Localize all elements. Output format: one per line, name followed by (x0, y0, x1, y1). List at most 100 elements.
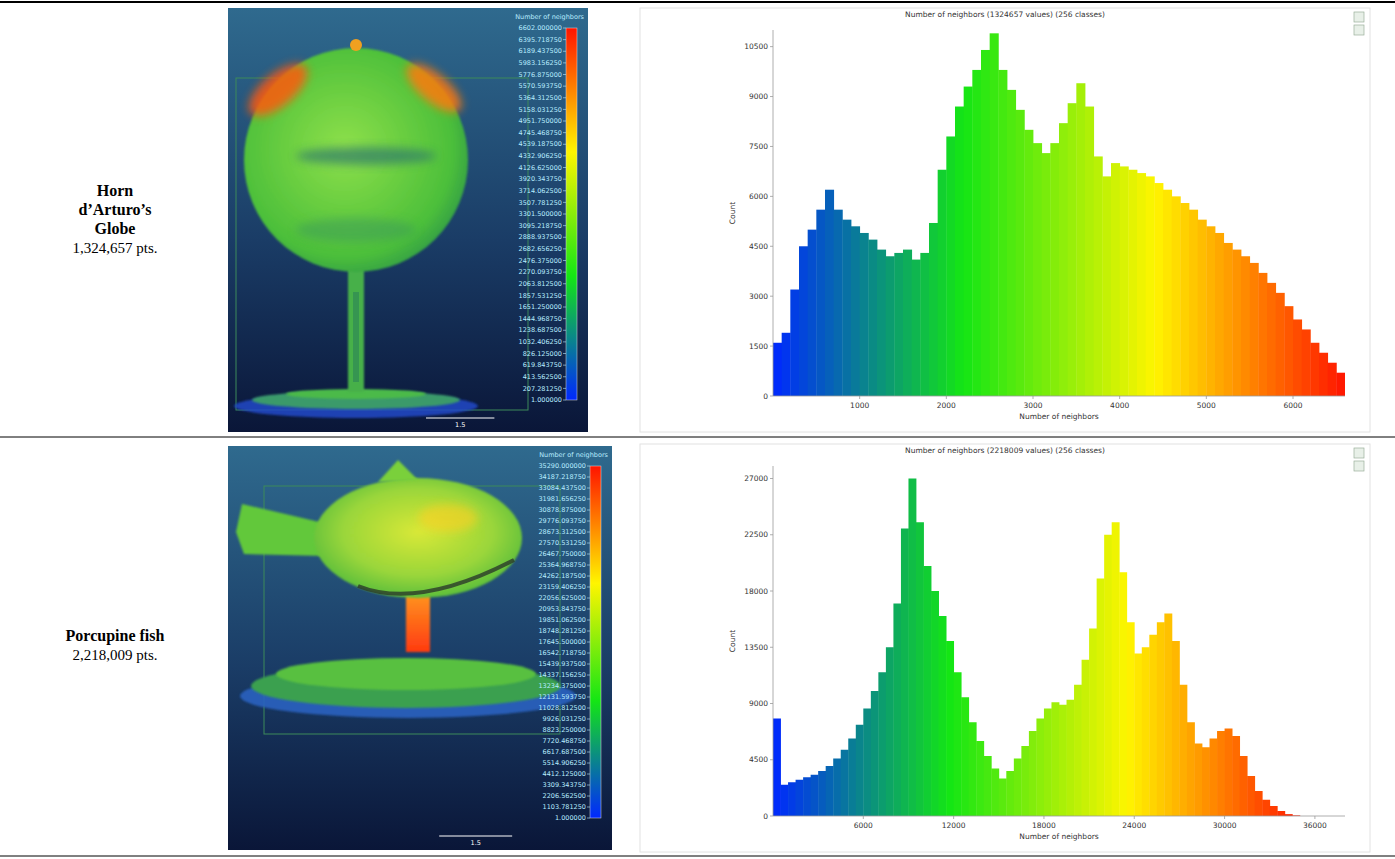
colorbar-tick-label: 26467.750000 (538, 550, 586, 558)
colorbar-tick (587, 631, 590, 632)
histogram-bar (868, 240, 877, 396)
colorbar-tick (587, 697, 590, 698)
y-tick (770, 534, 773, 535)
colorbar-tick (587, 554, 590, 555)
histogram-bar (782, 333, 791, 396)
histogram-bar (964, 87, 973, 396)
histogram-bar (856, 725, 864, 816)
histogram-bar (1240, 756, 1248, 816)
stem-shape (406, 590, 430, 652)
colorbar-tick (563, 51, 566, 52)
histogram-bar (1215, 233, 1224, 396)
histogram-bar (808, 230, 817, 396)
y-axis-title: Count (728, 630, 737, 652)
histogram-bar (1059, 705, 1067, 816)
y-tick (770, 703, 773, 704)
colorbar-tick-label: 1444.968750 (519, 315, 562, 323)
bars (773, 33, 1345, 396)
histogram-bar (841, 750, 849, 816)
x-tick (946, 396, 947, 399)
histogram-bar (863, 709, 871, 817)
histogram-bar (1276, 293, 1285, 396)
colorbar-tick-label: 6189.437500 (519, 47, 562, 55)
histogram-bar (908, 479, 916, 817)
colorbar-tick-label: 3301.500000 (519, 210, 562, 218)
x-tick (1293, 396, 1294, 399)
histogram-bar (929, 223, 938, 396)
colorbar-tick-label: 24262.187500 (538, 572, 586, 580)
colorbar-tick (587, 576, 590, 577)
histogram-bar (825, 190, 834, 396)
colorbar-tick-label: 6395.718750 (519, 36, 562, 44)
colorbar-tick (587, 543, 590, 544)
colorbar-tick (587, 510, 590, 511)
colorbar-tick (587, 488, 590, 489)
histogram-bar (788, 782, 796, 816)
y-axis (773, 466, 774, 816)
y-tick (770, 246, 773, 247)
point-cloud-panel: Number of neighbors1.0000001103.78125022… (228, 446, 612, 850)
histogram-window: Number of neighbors (1324657 values) (25… (640, 8, 1370, 432)
histogram-bar (1172, 196, 1181, 396)
histogram-bar (1102, 176, 1111, 396)
histogram-bar (894, 253, 903, 396)
colorbar-tick (563, 121, 566, 122)
histogram-bar (1247, 776, 1255, 816)
histogram-bar (790, 290, 799, 396)
text-line: d’Arturo’s (79, 201, 152, 218)
colorbar-tick-label: 3714.062500 (519, 187, 562, 195)
histogram-bar (877, 250, 886, 396)
histogram-bar (1232, 736, 1240, 816)
colorbar-title: Number of neighbors (515, 13, 584, 21)
colorbar-tick-label: 1.000000 (531, 396, 562, 404)
colorbar-tick (563, 97, 566, 98)
x-tick-label: 4000 (1110, 401, 1129, 410)
colorbar-tick-label: 29776.093750 (538, 517, 586, 525)
colorbar-tick-label: 3309.343750 (543, 781, 586, 789)
colorbar-tick (587, 477, 590, 478)
y-tick (770, 396, 773, 397)
colorbar-tick (563, 295, 566, 296)
histogram-bar (954, 672, 962, 816)
histogram-bar (1194, 744, 1202, 817)
colorbar-tick (563, 179, 566, 180)
x-tick-label: 30000 (1213, 821, 1237, 830)
colorbar-tick (563, 388, 566, 389)
y-tick (770, 146, 773, 147)
colorbar-tick-label: 2682.656250 (519, 245, 562, 253)
histogram-bar (773, 343, 782, 396)
y-tick (770, 591, 773, 592)
colorbar-tick-label: 25364.968750 (538, 561, 586, 569)
colorbar-tick (563, 202, 566, 203)
colorbar-tick-label: 2476.375000 (519, 257, 562, 265)
body-shape (314, 478, 522, 598)
x-tick (1206, 396, 1207, 399)
colorbar-tick (563, 144, 566, 145)
x-axis-title: Number of neighbors (1019, 832, 1099, 841)
dense-patch (399, 55, 469, 120)
colorbar-tick (563, 190, 566, 191)
y-tick (770, 196, 773, 197)
y-tick-label: 1500 (749, 342, 768, 351)
colorbar-tick (563, 318, 566, 319)
histogram-bar (1127, 622, 1135, 816)
colorbar-tick-label: 5364.312500 (519, 94, 562, 102)
x-tick (1224, 816, 1225, 819)
y-tick-label: 9000 (749, 699, 768, 708)
x-tick-label: 2000 (937, 401, 956, 410)
histogram-bar (842, 220, 851, 396)
histogram-bar (886, 647, 894, 816)
colorbar-tick (563, 155, 566, 156)
colorbar-tick (587, 499, 590, 500)
histogram-bar (1137, 173, 1146, 396)
histogram-bar (1164, 614, 1172, 817)
colorbar-tick (587, 763, 590, 764)
colorbar-tick (587, 620, 590, 621)
histogram-bar (969, 722, 977, 816)
colorbar-tick-label: 15439.937500 (538, 660, 586, 668)
colorbar-tick-label: 1238.687500 (519, 326, 562, 334)
histogram-bar (1021, 746, 1029, 816)
y-axis-title: Count (728, 202, 737, 224)
histogram-bar (1033, 143, 1042, 396)
x-tick-label: 24000 (1122, 821, 1146, 830)
